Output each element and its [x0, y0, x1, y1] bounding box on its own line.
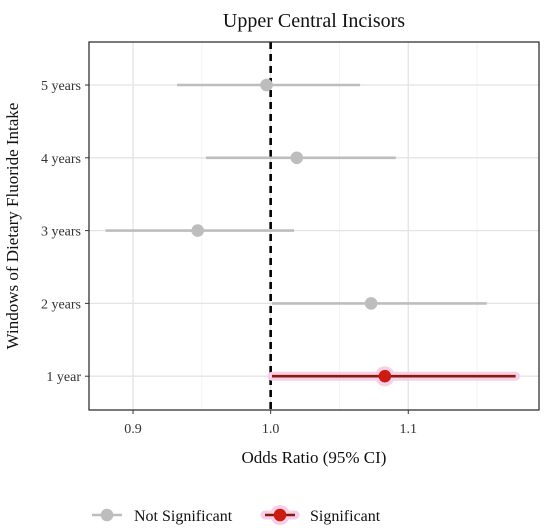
y-tick-label: 5 years [41, 79, 81, 94]
y-axis-ticks: 5 years 4 years 3 years 2 years 1 year [41, 79, 89, 385]
x-tick-label: 1.0 [262, 422, 280, 437]
grid-lines [89, 42, 539, 410]
point-estimate [378, 369, 392, 383]
x-tick-label: 0.9 [124, 422, 142, 437]
y-tick-label: 4 years [41, 152, 81, 167]
legend-key-point [273, 508, 287, 522]
plot-border [88, 41, 540, 411]
point-estimate [191, 224, 205, 237]
point-estimate [364, 297, 378, 310]
data-points [105, 78, 521, 387]
y-tick-label: 1 year [46, 370, 81, 385]
legend: Not Significant Significant [92, 505, 381, 525]
point-estimate [260, 78, 273, 92]
point-estimate [290, 151, 304, 165]
x-axis-label: Odds Ratio (95% CI) [242, 448, 387, 467]
x-axis-ticks: 0.9 1.0 1.1 [124, 410, 417, 437]
legend-label: Not Significant [134, 508, 233, 525]
chart-title: Upper Central Incisors [223, 10, 405, 32]
legend-label: Significant [310, 508, 381, 525]
y-tick-label: 3 years [41, 225, 81, 240]
legend-key-point [100, 508, 114, 522]
y-tick-label: 2 years [41, 297, 81, 312]
y-axis-label: Windows of Dietary Fluoride Intake [3, 103, 22, 350]
x-tick-label: 1.1 [400, 422, 418, 437]
